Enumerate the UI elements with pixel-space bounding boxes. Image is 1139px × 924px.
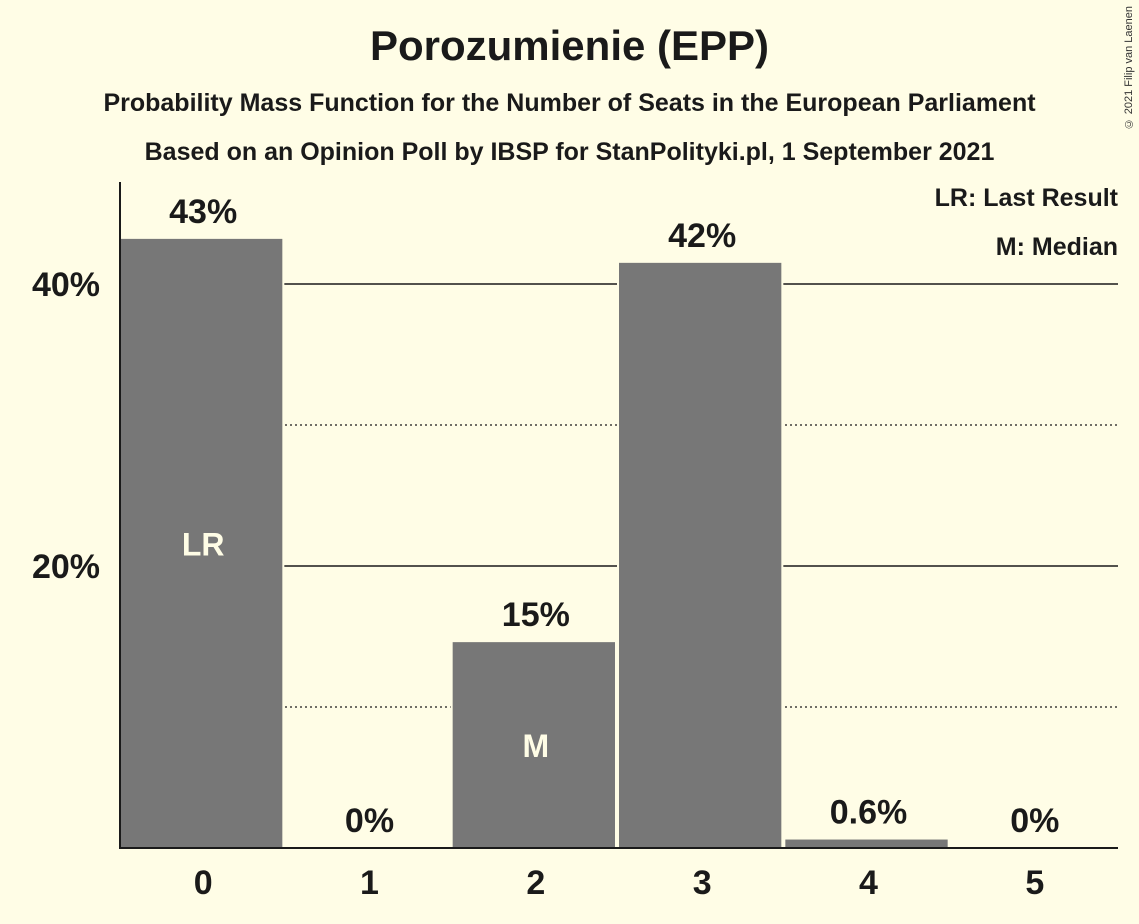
- bar: [120, 238, 283, 848]
- chart-title: Porozumienie (EPP): [369, 22, 770, 69]
- bar-marker: M: [523, 728, 550, 764]
- bar-marker: LR: [182, 526, 225, 562]
- legend-last-result: LR: Last Result: [934, 184, 1118, 212]
- data-label: 0.6%: [830, 794, 908, 832]
- x-tick-label: 1: [360, 864, 379, 902]
- y-tick-label: 40%: [32, 266, 100, 304]
- x-tick-label: 5: [1025, 864, 1044, 902]
- x-tick-label: 4: [859, 864, 878, 902]
- y-tick-label: 20%: [32, 548, 100, 586]
- data-label: 15%: [502, 596, 570, 634]
- legend-median: M: Median: [995, 233, 1118, 261]
- bar: [452, 642, 615, 848]
- data-label: 43%: [169, 193, 237, 231]
- x-tick-label: 2: [526, 864, 545, 902]
- data-label: 0%: [1010, 802, 1059, 840]
- chart-subtitle: Probability Mass Function for the Number…: [103, 89, 1036, 117]
- x-tick-label: 3: [693, 864, 712, 902]
- bar: [785, 839, 948, 848]
- x-tick-label: 0: [194, 864, 213, 902]
- bar: [619, 262, 782, 849]
- chart-subtitle-source: Based on an Opinion Poll by IBSP for Sta…: [144, 138, 995, 166]
- data-label: 0%: [345, 802, 394, 840]
- data-label: 42%: [668, 217, 736, 255]
